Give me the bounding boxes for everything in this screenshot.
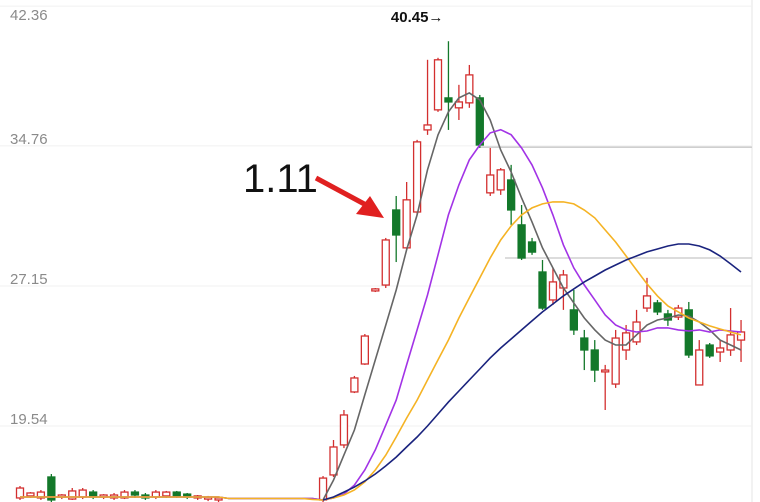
annotation-arrowhead xyxy=(356,196,384,218)
candle-body xyxy=(172,491,181,497)
candle-body xyxy=(506,179,516,211)
moving-average-line xyxy=(322,243,742,501)
candle-body xyxy=(486,174,495,194)
candle-body xyxy=(559,274,568,289)
candle-body xyxy=(716,347,725,353)
annotation: 1.11 xyxy=(243,157,318,201)
candle-body xyxy=(214,497,223,501)
y-tick-label: 19.54 xyxy=(10,411,48,428)
y-tick-label: 42.36 xyxy=(10,7,48,24)
candle-body xyxy=(611,337,620,385)
grid xyxy=(0,5,752,427)
candle-body xyxy=(360,335,370,365)
candle-body xyxy=(496,169,505,191)
candle-body xyxy=(350,377,359,393)
plot-area xyxy=(15,41,746,502)
y-tick-label: 27.15 xyxy=(10,271,48,288)
max-annotation: 40.45→ xyxy=(391,9,444,26)
candle-body xyxy=(684,309,693,356)
candle-body xyxy=(621,332,631,351)
candle-body xyxy=(653,302,662,313)
candle-body xyxy=(590,349,599,371)
annotation-arrow xyxy=(314,175,370,209)
candle-body xyxy=(47,476,56,501)
candle-body xyxy=(517,224,526,259)
candle-body xyxy=(642,295,652,309)
candle-body xyxy=(433,59,443,111)
y-tick-label: 34.76 xyxy=(10,131,48,148)
moving-average-line xyxy=(20,128,742,501)
candle-body xyxy=(36,491,46,499)
candle-body xyxy=(15,487,25,499)
candle-body xyxy=(381,239,390,286)
candle-body xyxy=(736,331,746,341)
candle-body xyxy=(705,344,714,357)
candle-body xyxy=(78,489,87,498)
candle-body xyxy=(444,97,453,103)
moving-average-line xyxy=(20,201,742,501)
candle-body xyxy=(538,271,547,309)
candle-body xyxy=(695,349,704,386)
candle-body xyxy=(392,209,401,236)
candle-body xyxy=(68,490,77,500)
candle-body xyxy=(601,369,610,373)
candle-body xyxy=(423,124,432,131)
candle-body xyxy=(465,74,474,104)
candle-body xyxy=(580,337,589,351)
candle-body xyxy=(569,309,578,331)
candle-body xyxy=(329,446,338,476)
candle-body xyxy=(162,491,171,497)
candle-body xyxy=(339,414,349,446)
candle-body xyxy=(371,288,380,292)
candle-body xyxy=(26,492,35,497)
candle-body xyxy=(130,491,140,496)
candle-body xyxy=(527,241,537,253)
candle-body xyxy=(726,334,735,351)
candle-body xyxy=(120,491,129,499)
candle-body xyxy=(454,101,464,109)
labels: 42.36 34.76 27.15 19.54 40.45→ 1.11 xyxy=(10,7,443,428)
candle-body xyxy=(548,281,558,301)
